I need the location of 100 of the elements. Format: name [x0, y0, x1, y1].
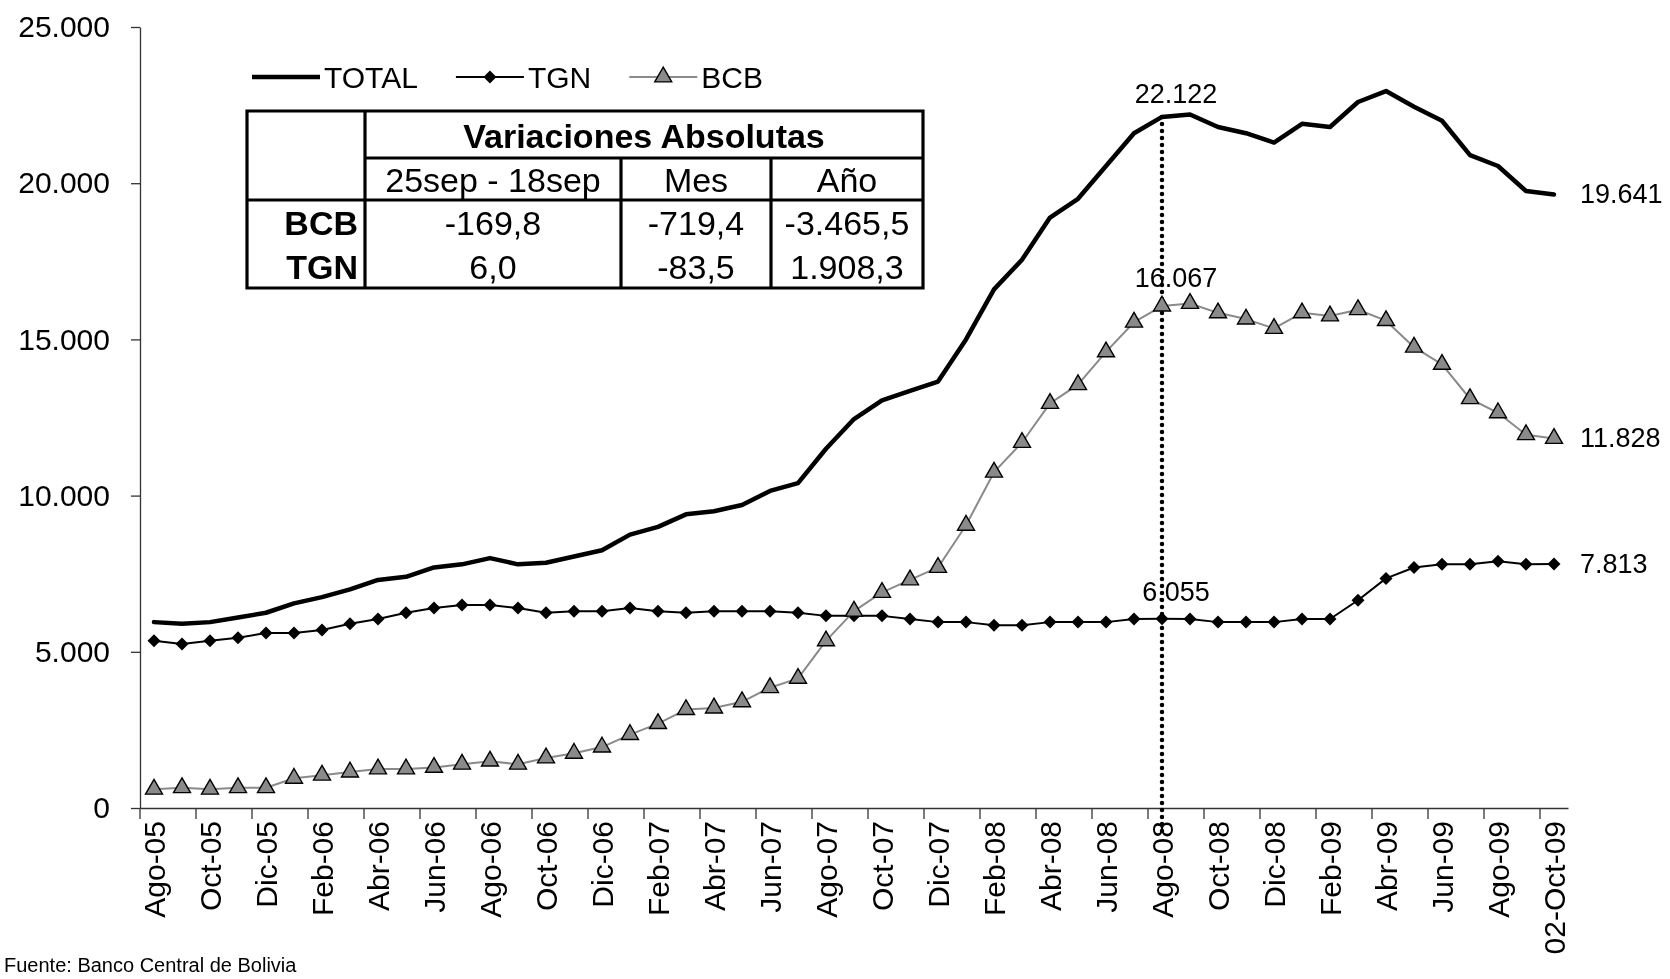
- point: [1323, 612, 1337, 626]
- point: [1208, 302, 1228, 319]
- point: [1292, 302, 1312, 319]
- annotation: Mes: [663, 161, 729, 199]
- point: [1379, 571, 1393, 585]
- point: [1096, 341, 1116, 358]
- point: [1180, 292, 1200, 310]
- point: [735, 604, 749, 618]
- annotation: -169,8: [444, 204, 542, 242]
- x-tick-label: 02-Oct-09: [1537, 821, 1571, 955]
- data-label: 19.641: [1580, 179, 1663, 210]
- point: [1043, 615, 1057, 629]
- x-tick-label: Jun-09: [1425, 821, 1459, 913]
- x-tick-label: Dic-06: [585, 821, 619, 908]
- point: [483, 598, 497, 612]
- point: [1460, 388, 1480, 405]
- y-tick-label: 25.000: [18, 10, 110, 44]
- x-tick-label: Feb-06: [305, 821, 339, 917]
- x-tick-label: Abr-08: [1033, 821, 1067, 912]
- point: [399, 606, 413, 620]
- annotation: -3.465,5: [784, 204, 910, 242]
- point: [900, 569, 920, 586]
- legend-label: TGN: [527, 60, 592, 94]
- point: [427, 601, 441, 615]
- y-tick-label: 20.000: [18, 166, 110, 200]
- point: [1407, 560, 1421, 574]
- annotation: Año: [816, 161, 878, 199]
- point: [1491, 554, 1505, 568]
- point: [1348, 299, 1368, 316]
- point: [1239, 615, 1253, 629]
- point: [175, 637, 189, 651]
- point: [1488, 402, 1508, 419]
- point: [707, 604, 721, 618]
- point: [1015, 618, 1029, 632]
- point: [1152, 295, 1172, 312]
- x-tick-label: Jun-07: [753, 821, 787, 913]
- point: [1071, 615, 1085, 629]
- data-label: 16.067: [1134, 262, 1218, 293]
- point: [1124, 311, 1144, 328]
- point: [1211, 615, 1225, 629]
- point: [1547, 557, 1561, 571]
- x-tick-label: Feb-09: [1313, 821, 1347, 917]
- point: [203, 634, 217, 648]
- x-tick-label: Ago-09: [1481, 821, 1515, 918]
- y-tick-label: 0: [93, 791, 110, 825]
- x-tick-label: Ago-05: [137, 821, 171, 918]
- point: [959, 615, 973, 629]
- point: [1544, 427, 1564, 445]
- point: [679, 606, 693, 620]
- point: [875, 609, 889, 623]
- point: [623, 601, 637, 615]
- point: [1519, 557, 1533, 571]
- x-tick-label: Jun-08: [1089, 821, 1123, 913]
- x-tick-label: Oct-08: [1201, 821, 1235, 912]
- point: [651, 604, 665, 618]
- point: [147, 634, 161, 648]
- x-tick-label: Abr-09: [1369, 821, 1403, 912]
- legend-label: BCB: [701, 60, 763, 94]
- point: [1236, 308, 1256, 325]
- point: [928, 556, 948, 574]
- data-label: 7.813: [1580, 548, 1648, 579]
- point: [1295, 612, 1309, 626]
- point: [259, 626, 273, 640]
- point: [763, 604, 777, 618]
- point: [371, 612, 385, 626]
- legend-label: TOTAL: [324, 60, 418, 94]
- point: [511, 601, 525, 615]
- point: [455, 598, 469, 612]
- x-tick-label: Feb-07: [641, 821, 675, 917]
- point: [1351, 593, 1365, 607]
- x-tick-label: Ago-08: [1145, 821, 1179, 918]
- x-tick-label: Abr-07: [697, 821, 731, 912]
- annotation: -83,5: [657, 248, 735, 286]
- point: [984, 461, 1004, 478]
- x-tick-label: Ago-06: [473, 821, 507, 918]
- x-tick-label: Dic-08: [1257, 821, 1291, 908]
- point: [903, 612, 917, 626]
- annotation: TGN: [286, 248, 358, 286]
- x-tick-label: Dic-07: [921, 821, 955, 908]
- data-label: 11.828: [1580, 423, 1661, 454]
- point: [539, 606, 553, 620]
- point: [1183, 612, 1197, 626]
- point: [287, 626, 301, 640]
- point: [819, 609, 833, 623]
- point: [1155, 612, 1169, 626]
- point: [1404, 336, 1424, 353]
- point: [1376, 310, 1396, 327]
- x-tick-label: Dic-05: [249, 821, 283, 908]
- point: [1267, 615, 1281, 629]
- source-note: Fuente: Banco Central de Bolivia: [4, 954, 298, 976]
- point: [1432, 353, 1452, 370]
- point: [1127, 612, 1141, 626]
- point: [231, 631, 245, 645]
- data-label: 6.055: [1142, 577, 1210, 608]
- point: [1068, 374, 1088, 391]
- point: [1040, 392, 1060, 410]
- point: [1012, 431, 1032, 449]
- y-tick-label: 5.000: [34, 634, 110, 668]
- x-tick-label: Jun-06: [417, 821, 451, 913]
- y-tick-label: 10.000: [18, 478, 110, 512]
